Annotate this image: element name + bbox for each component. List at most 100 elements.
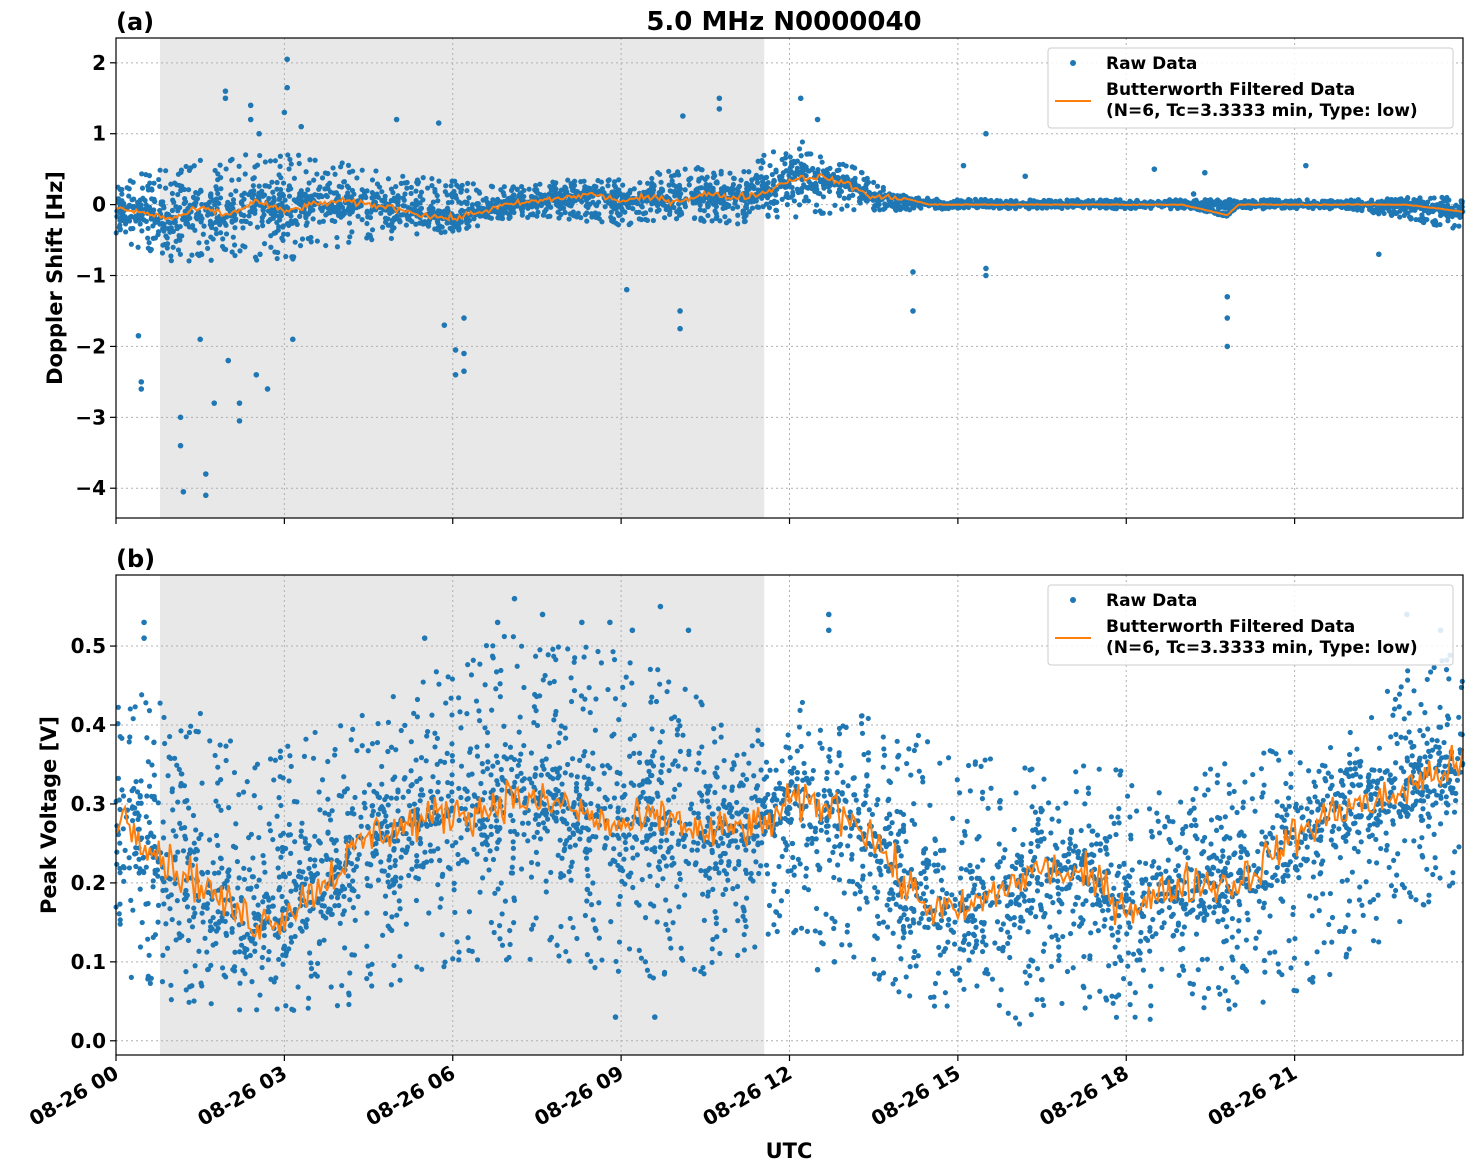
- raw-data-point: [291, 175, 298, 181]
- raw-data-point: [465, 935, 471, 941]
- raw-data-point: [572, 178, 578, 184]
- raw-data-point: [213, 231, 220, 237]
- raw-data-point: [773, 167, 779, 173]
- raw-data-point: [147, 180, 153, 186]
- raw-data-point: [165, 773, 171, 779]
- raw-data-point: [1041, 941, 1048, 947]
- raw-data-outlier: [247, 102, 254, 109]
- raw-data-point: [1425, 793, 1431, 800]
- raw-data-point: [457, 709, 463, 715]
- raw-data-point: [790, 189, 796, 195]
- raw-data-point: [117, 226, 123, 232]
- raw-data-point: [945, 939, 951, 945]
- raw-data-point: [691, 215, 698, 221]
- raw-data-point: [1148, 828, 1154, 834]
- raw-data-point: [236, 176, 242, 183]
- raw-data-point: [788, 163, 794, 169]
- raw-data-point: [1406, 710, 1412, 716]
- raw-data-point: [1393, 210, 1399, 217]
- raw-data-point: [950, 815, 956, 821]
- raw-data-point: [700, 891, 706, 897]
- raw-data-point: [1107, 834, 1113, 840]
- raw-data-point: [379, 189, 385, 195]
- raw-data-point: [429, 176, 435, 182]
- raw-data-point: [584, 218, 590, 224]
- raw-data-point: [288, 161, 294, 167]
- raw-data-point: [449, 191, 455, 197]
- raw-data-point: [210, 236, 216, 242]
- raw-data-point: [502, 741, 508, 748]
- raw-data-point: [1391, 893, 1397, 899]
- raw-data-outlier: [135, 332, 142, 339]
- raw-data-point: [959, 840, 965, 846]
- raw-data-point: [444, 205, 451, 211]
- raw-data-point: [119, 191, 125, 197]
- raw-data-point: [945, 755, 952, 761]
- raw-data-outlier: [910, 308, 916, 314]
- raw-data-point: [268, 244, 274, 250]
- raw-data-point: [1022, 765, 1028, 771]
- raw-data-point: [1261, 957, 1268, 964]
- raw-data-point: [1369, 208, 1375, 214]
- raw-data-point: [584, 210, 590, 216]
- raw-data-point: [832, 202, 838, 208]
- raw-data-point: [864, 181, 870, 187]
- raw-data-point: [568, 184, 575, 190]
- raw-data-point: [588, 958, 594, 964]
- raw-data-point: [382, 215, 389, 221]
- raw-data-point: [175, 191, 181, 198]
- raw-data-point: [725, 203, 731, 209]
- raw-data-outlier: [225, 357, 232, 364]
- raw-data-point: [393, 183, 399, 190]
- raw-data-point: [212, 201, 218, 208]
- raw-data-point: [562, 209, 568, 216]
- raw-data-point: [555, 209, 561, 215]
- raw-data-point: [567, 211, 573, 217]
- raw-data-point: [623, 674, 629, 680]
- raw-data-point: [794, 165, 801, 171]
- raw-data-point: [514, 186, 520, 193]
- raw-data-point: [314, 171, 320, 177]
- raw-data-point: [502, 898, 508, 904]
- raw-data-point: [355, 213, 361, 219]
- raw-data-point: [413, 897, 420, 904]
- raw-data-point: [359, 217, 365, 223]
- raw-data-point: [149, 196, 155, 202]
- raw-data-point: [165, 226, 171, 232]
- raw-data-point: [338, 164, 344, 170]
- raw-data-point: [243, 152, 249, 158]
- raw-data-point: [820, 194, 827, 200]
- raw-data-point: [723, 220, 730, 226]
- raw-data-point: [1133, 205, 1139, 211]
- raw-data-point: [345, 162, 352, 168]
- raw-data-point: [1124, 793, 1131, 799]
- raw-data-point: [337, 920, 343, 926]
- raw-data-point: [398, 180, 404, 186]
- y-tick-label: −2: [75, 334, 106, 358]
- raw-data-point: [682, 187, 688, 193]
- raw-data-point: [619, 205, 625, 212]
- raw-data-point: [484, 729, 491, 736]
- raw-data-outlier: [1376, 251, 1382, 258]
- raw-data-outlier: [203, 492, 209, 499]
- raw-data-point: [1437, 704, 1443, 711]
- raw-data-point: [160, 242, 166, 248]
- raw-data-outlier: [461, 368, 467, 375]
- raw-data-point: [674, 209, 680, 215]
- raw-data-point: [428, 858, 434, 864]
- raw-data-point: [777, 176, 784, 183]
- raw-data-point: [759, 195, 765, 201]
- raw-data-point: [145, 225, 151, 232]
- raw-data-point: [365, 823, 371, 830]
- raw-data-point: [596, 216, 602, 222]
- raw-data-point: [558, 187, 564, 193]
- raw-data-point: [138, 202, 144, 208]
- raw-data-point: [713, 203, 719, 210]
- raw-data-point: [678, 191, 684, 197]
- raw-data-point: [298, 188, 304, 194]
- raw-data-point: [577, 757, 583, 763]
- raw-data-point: [761, 152, 767, 158]
- raw-data-point: [266, 183, 272, 190]
- raw-data-point: [1411, 196, 1417, 203]
- raw-data-point: [920, 779, 926, 785]
